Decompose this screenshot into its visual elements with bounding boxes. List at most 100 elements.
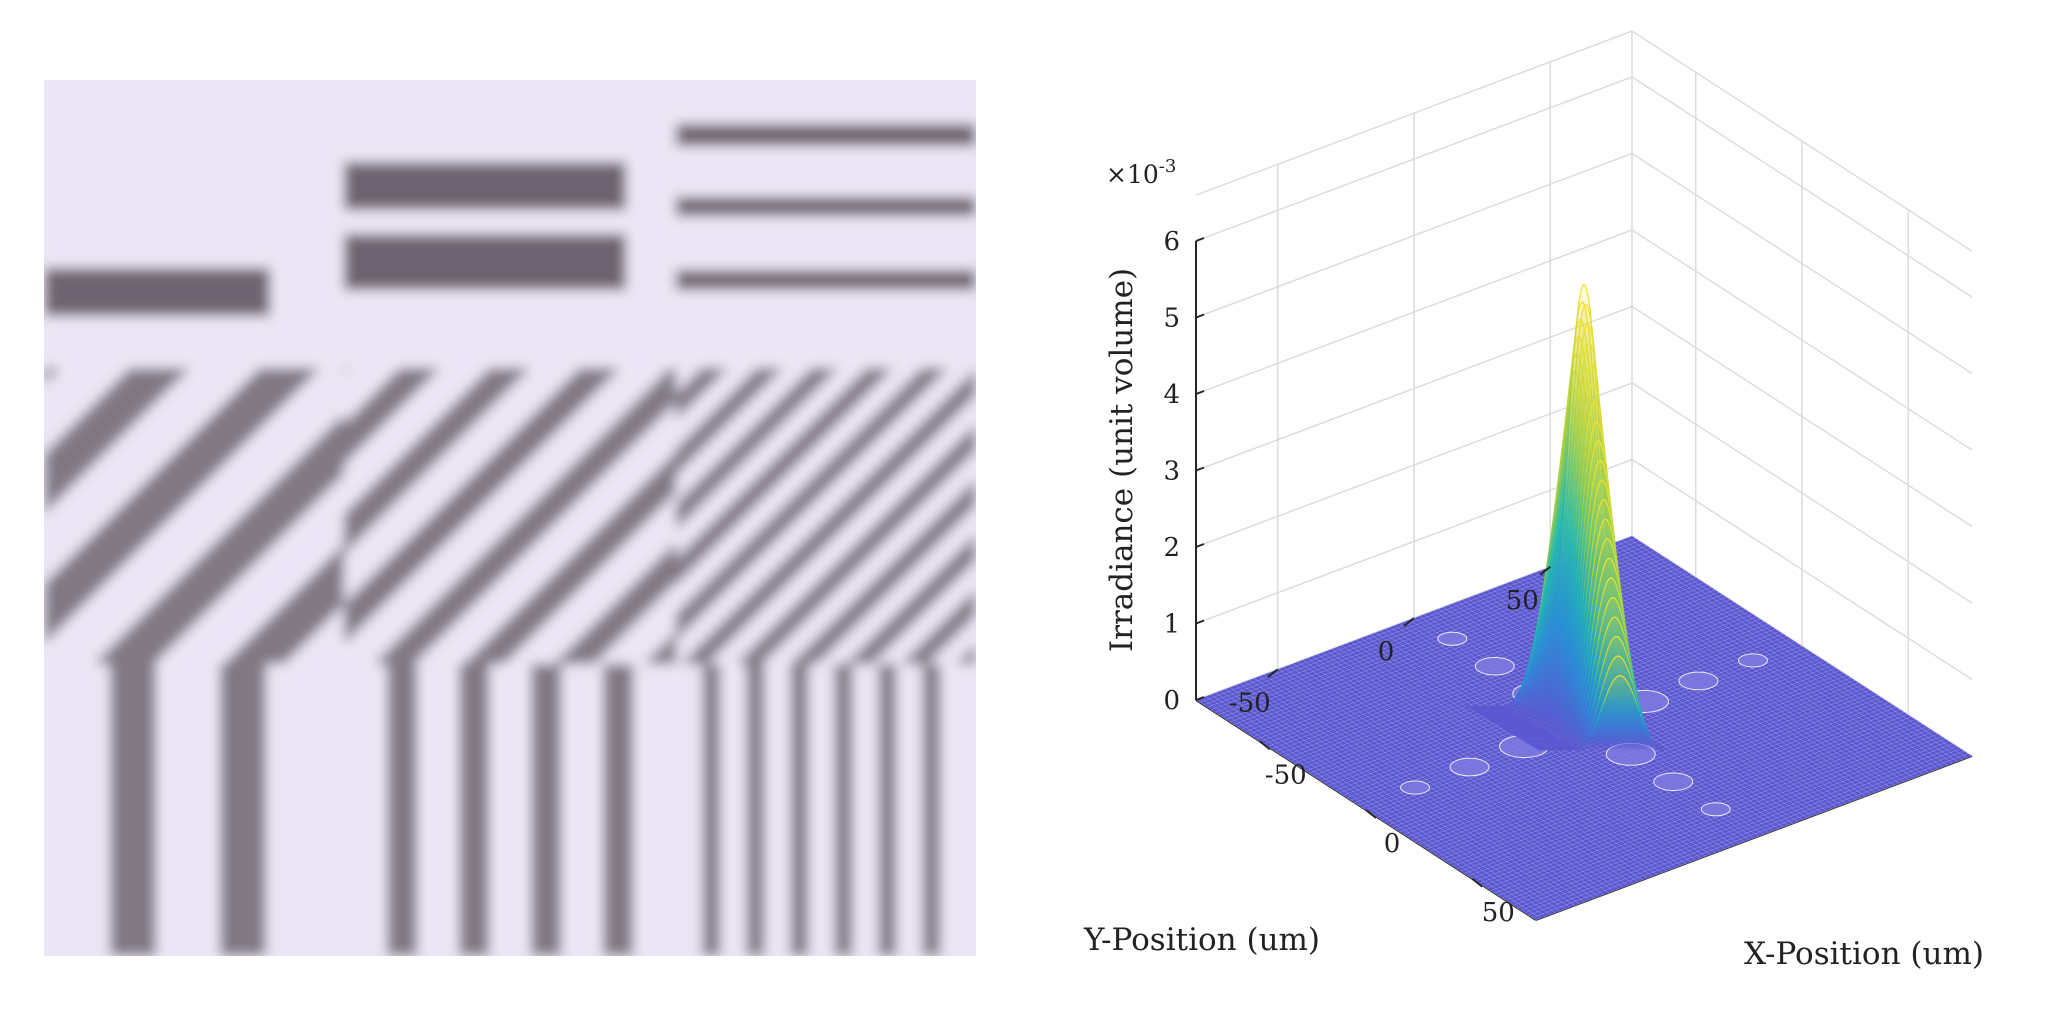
pattern-dstripe <box>676 368 838 530</box>
pattern-dstripe <box>736 424 976 664</box>
pattern-dstripe <box>344 368 350 374</box>
mesh-line <box>1612 543 1953 764</box>
pattern-vbar <box>387 664 418 956</box>
pattern-dstripe <box>676 368 783 475</box>
mesh-line <box>1229 687 1571 908</box>
pattern-dstripe <box>676 368 728 420</box>
tick-labels: 0 1 2 3 4 5 6 -50 0 50 -50 0 50 <box>1163 227 1551 928</box>
mesh-line <box>1617 541 1958 762</box>
side-lobe <box>1678 671 1719 691</box>
pattern-dstripe <box>1094 368 1430 664</box>
pattern-vbar <box>603 664 634 956</box>
mesh-line <box>1528 750 1965 916</box>
pattern-dstripe <box>344 368 620 644</box>
mesh-line <box>1607 544 1948 766</box>
side-lobe <box>1474 656 1515 676</box>
mesh-line <box>1430 687 1867 852</box>
pattern-dstripe <box>44 368 320 644</box>
mesh-line <box>1278 668 1619 890</box>
mesh-line <box>1287 665 1629 886</box>
mesh-line <box>1426 684 1863 850</box>
x-tick <box>1259 740 1271 751</box>
pattern-dstripe <box>374 368 676 664</box>
y-axis-label: Y-Position (um) <box>1083 922 1320 958</box>
x-tick-label: 50 <box>1482 898 1515 928</box>
mesh-line <box>1290 596 1727 762</box>
y-tick-label: -50 <box>1229 688 1271 718</box>
mesh-line <box>1627 537 1968 759</box>
pattern-dstripe <box>44 368 190 514</box>
mesh-line <box>1336 646 1677 868</box>
z-tick <box>1195 543 1205 548</box>
mesh-line <box>1437 692 1874 857</box>
side-lobe <box>1737 653 1768 668</box>
y-tick-label: 50 <box>1506 586 1539 616</box>
pattern-hbar <box>344 234 626 290</box>
mesh-line <box>1326 650 1667 872</box>
pattern-vbar <box>790 664 809 956</box>
top-edge-line <box>1631 30 1973 252</box>
pattern-vbar <box>702 664 721 956</box>
pattern-dstripe <box>44 368 60 384</box>
mesh-line <box>1234 685 1575 906</box>
z-tick <box>1195 313 1205 319</box>
pattern-dstripe <box>676 368 893 585</box>
pattern-hbar <box>676 124 976 146</box>
mesh-line <box>1471 714 1908 879</box>
pattern-dstripe <box>681 369 976 664</box>
mesh-line <box>1464 709 1901 874</box>
mesh-line <box>1433 689 1871 855</box>
mesh-line <box>1224 688 1566 910</box>
mesh-line <box>1200 697 1541 919</box>
mesh-line <box>1263 674 1604 895</box>
pattern-dstripe <box>224 544 344 664</box>
mesh-line <box>1297 601 1735 767</box>
z-tick <box>1195 390 1205 395</box>
pattern-dstripe <box>791 479 976 664</box>
mesh-line <box>1479 719 1916 884</box>
mesh-line <box>1268 672 1609 893</box>
pattern-hbar <box>676 270 976 290</box>
z-tick-label: 0 <box>1163 686 1180 716</box>
pattern-vbar <box>746 664 765 956</box>
pattern-vbar <box>922 664 941 956</box>
z-tick <box>1195 696 1205 701</box>
y-tick <box>1267 668 1279 679</box>
mesh-line <box>1631 535 1973 757</box>
pattern-dstripe <box>464 452 676 664</box>
pattern-vbar <box>834 664 853 956</box>
z-axis-label: Irradiance (unit volume) <box>1104 268 1140 652</box>
pattern-hbar <box>44 268 270 316</box>
mesh-line <box>1524 748 1961 913</box>
y-tick <box>1539 565 1551 576</box>
pattern-hbar <box>676 197 976 216</box>
side-lobe <box>1437 631 1468 646</box>
top-edge-line <box>1195 30 1633 196</box>
mesh-line <box>1622 539 1963 760</box>
x-tick <box>1471 877 1483 888</box>
z-tick <box>1195 619 1205 625</box>
mesh-line <box>1210 694 1551 915</box>
pattern-dstripe <box>901 589 976 664</box>
x-tick-label: 0 <box>1384 829 1401 859</box>
mesh-line <box>1520 745 1957 911</box>
y-tick-label: 0 <box>1378 637 1395 667</box>
pattern-dstripe <box>344 368 440 464</box>
x-tick <box>1365 809 1377 819</box>
x-axis-label: X-Position (um) <box>1744 936 1984 972</box>
pattern-hbar <box>344 162 626 210</box>
z-gridline <box>1195 76 1973 298</box>
y-tick <box>1403 617 1415 627</box>
mesh-line <box>1283 666 1624 888</box>
mesh-line <box>1483 721 1920 887</box>
z-tick-label: 3 <box>1163 457 1180 487</box>
mesh-line <box>1597 548 1939 769</box>
irradiance-surface <box>1195 283 1973 921</box>
exponent-label: ×10-3 <box>1106 156 1176 189</box>
mesh-line <box>1475 716 1912 882</box>
mesh-line <box>1568 559 1910 780</box>
z-tick-label: 6 <box>1163 227 1180 257</box>
pattern-dstripe <box>956 644 976 664</box>
peak-profile <box>1538 675 1665 751</box>
mesh-line <box>1573 557 1915 779</box>
